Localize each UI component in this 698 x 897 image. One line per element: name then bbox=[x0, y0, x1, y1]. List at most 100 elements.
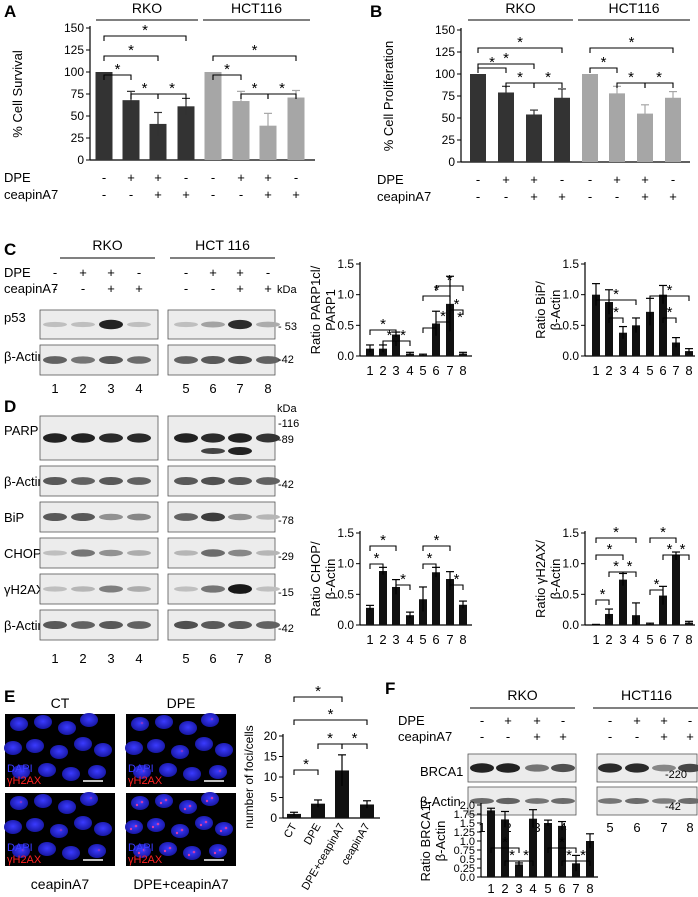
significance-bracket bbox=[369, 563, 384, 569]
blot-band bbox=[598, 798, 622, 804]
kda-marker: -42 bbox=[278, 623, 294, 635]
cell-nucleus bbox=[215, 743, 233, 757]
lane-number: 4 bbox=[135, 381, 142, 396]
blot-band bbox=[71, 321, 95, 328]
cell-nucleus bbox=[38, 763, 56, 777]
blot-band bbox=[99, 477, 123, 485]
x-tick-label: 2 bbox=[605, 363, 612, 378]
treatment-sign: + bbox=[292, 187, 300, 202]
significance-bracket bbox=[341, 743, 368, 749]
kda-marker: - 53 bbox=[278, 321, 297, 333]
kda-marker: -220 bbox=[665, 769, 687, 781]
blot-band bbox=[127, 513, 151, 521]
treatment-sign: - bbox=[476, 189, 480, 204]
blot-band bbox=[228, 477, 252, 485]
blot-band bbox=[256, 321, 280, 328]
significance-star: * bbox=[447, 272, 453, 289]
cell-nucleus bbox=[80, 792, 98, 806]
treatment-sign: - bbox=[294, 170, 298, 185]
significance-bracket bbox=[422, 563, 437, 569]
treatment-sign: + bbox=[264, 187, 272, 202]
group-label: HCT116 bbox=[621, 687, 672, 703]
significance-bracket bbox=[477, 63, 535, 69]
blot-band bbox=[99, 549, 123, 557]
treatment-sign: + bbox=[502, 172, 510, 187]
y-tick-label: 0.5 bbox=[337, 318, 354, 332]
lane-number: 6 bbox=[209, 651, 216, 666]
y-tick-label: 15 bbox=[264, 750, 278, 764]
cell-nucleus bbox=[10, 796, 28, 810]
treatment-sign: + bbox=[633, 713, 641, 728]
treatment-label: DPE bbox=[377, 172, 404, 187]
blot-band bbox=[228, 513, 252, 521]
foci bbox=[97, 848, 101, 852]
cell-nucleus bbox=[155, 794, 173, 808]
cell-nucleus bbox=[133, 765, 151, 779]
cell-nucleus bbox=[147, 818, 165, 832]
image-title: DPE+ceapinA7 bbox=[133, 876, 229, 892]
y-axis-label: % Cell Survival bbox=[10, 50, 25, 138]
cell-nucleus bbox=[201, 792, 219, 806]
treatment-sign: - bbox=[129, 187, 133, 202]
bar bbox=[122, 100, 140, 160]
significance-bracket bbox=[369, 329, 397, 335]
cell-nucleus bbox=[125, 820, 143, 834]
significance-star: * bbox=[279, 80, 285, 97]
blot-band bbox=[201, 476, 225, 486]
y-tick-label: 50 bbox=[71, 109, 85, 123]
foci bbox=[175, 831, 179, 835]
bar bbox=[232, 101, 250, 160]
x-tick-label: 3 bbox=[619, 363, 626, 378]
x-tick-label: 5 bbox=[646, 363, 653, 378]
lane-number: 1 bbox=[51, 651, 58, 666]
lane-number: 2 bbox=[79, 651, 86, 666]
panel-a: A 0 25 50 75 100 125 150 % Cell Survival RKO HCT11… bbox=[4, 0, 315, 202]
foci bbox=[180, 749, 184, 753]
significance-bracket bbox=[293, 769, 319, 775]
treatment-sign: - bbox=[211, 281, 215, 296]
treatment-sign: + bbox=[236, 265, 244, 280]
foci bbox=[59, 828, 63, 832]
lane-number: 7 bbox=[236, 651, 243, 666]
y-tick-label: 25 bbox=[442, 133, 456, 147]
kda-marker: -42 bbox=[278, 354, 294, 366]
bar bbox=[392, 586, 400, 625]
bar bbox=[637, 113, 653, 162]
y-axis-label: β-Actin bbox=[433, 821, 448, 862]
blot-label: β-Actin bbox=[4, 474, 45, 489]
kda-marker: -89 bbox=[278, 434, 294, 446]
treatment-label: ceapinA7 bbox=[4, 281, 58, 296]
y-tick-label: 1.5 bbox=[337, 526, 354, 540]
treatment-sign: - bbox=[184, 265, 188, 280]
treatment-sign: + bbox=[660, 729, 668, 744]
bar bbox=[335, 770, 349, 818]
lane-number: 1 bbox=[478, 820, 485, 835]
y-tick-label: 0.5 bbox=[562, 587, 579, 601]
significance-star: * bbox=[434, 282, 440, 299]
bar bbox=[515, 864, 523, 877]
y-tick-label: 150 bbox=[64, 21, 84, 35]
blot-label: p53 bbox=[4, 310, 26, 325]
panel-letter: F bbox=[385, 679, 395, 698]
panel-f: FRKOHCT116DPE-++--++-ceapinA7--++--++kDa… bbox=[385, 679, 698, 896]
blot-band bbox=[127, 550, 151, 556]
significance-star: * bbox=[457, 309, 463, 326]
cell-nucleus bbox=[34, 794, 52, 808]
y-axis-label: β-Actin bbox=[548, 559, 563, 600]
treatment-sign: + bbox=[182, 187, 190, 202]
y-tick-label: 2.0 bbox=[460, 800, 475, 812]
lane-number: 3 bbox=[107, 381, 114, 396]
blot-band bbox=[256, 477, 280, 485]
group-label: RKO bbox=[92, 237, 122, 253]
blot-band bbox=[127, 621, 151, 629]
significance-bracket bbox=[422, 327, 437, 333]
bar bbox=[487, 810, 495, 877]
significance-star: * bbox=[580, 847, 586, 864]
lane-number: 5 bbox=[606, 820, 613, 835]
bar bbox=[592, 294, 600, 356]
x-tick-label: 8 bbox=[685, 632, 692, 647]
blot-band bbox=[174, 356, 198, 364]
cell-nucleus bbox=[4, 820, 22, 834]
significance-star: * bbox=[629, 34, 635, 51]
x-tick-label: 7 bbox=[572, 881, 579, 896]
